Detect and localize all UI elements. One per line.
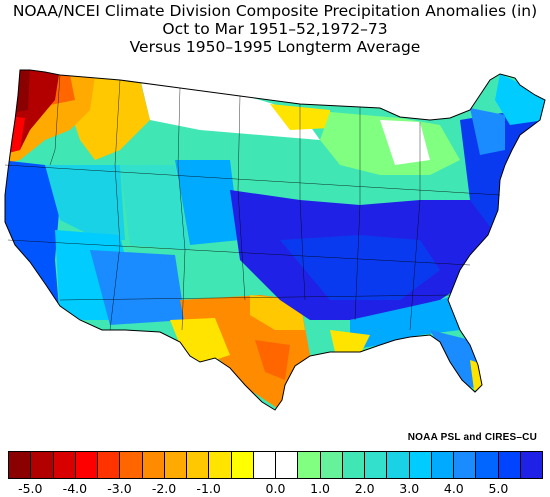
colorbar-tick-label: -5.0 — [18, 481, 43, 496]
colorbar-tick-label: 2.0 — [354, 481, 375, 496]
colorbar-swatch — [387, 452, 410, 478]
colorbar-swatch — [253, 452, 276, 478]
state-boundaries — [4, 74, 501, 331]
west-texas-region — [170, 318, 230, 365]
colorbar-swatch — [164, 452, 187, 478]
colorbar-swatch — [342, 452, 365, 478]
colorbar-swatch — [9, 452, 32, 478]
colorbar-tick-label: -4.0 — [62, 481, 88, 496]
rockies-region — [175, 160, 240, 245]
colorbar-tick-label: 5.0 — [488, 481, 509, 496]
colorbar-swatch — [31, 452, 54, 478]
map-title: NOAA/NCEI Climate Division Composite Pre… — [12, 2, 538, 20]
utah-colorado-region — [120, 165, 190, 250]
colorbar-tick-label: 3.0 — [399, 481, 420, 496]
colorbar-swatch — [454, 452, 477, 478]
colorbar-swatch — [476, 452, 499, 478]
colorbar-tick-label: 4.0 — [443, 481, 464, 496]
new-york-region — [470, 108, 505, 155]
us-anomaly-map — [4, 69, 546, 411]
northern-plains-region — [140, 78, 320, 140]
colorbar-swatch — [365, 452, 388, 478]
colorbar-swatch — [431, 452, 454, 478]
colorbar-swatch — [53, 452, 76, 478]
colorbar-swatch — [498, 452, 521, 478]
colorbar-swatch — [75, 452, 98, 478]
tennessee-valley-region — [280, 235, 440, 300]
map-period: Oct to Mar 1951–52,1972–73 — [162, 20, 388, 38]
colorbar-swatch — [276, 452, 299, 478]
colorbar-swatch — [520, 452, 542, 478]
colorbar — [8, 451, 543, 479]
colorbar-swatch — [209, 452, 232, 478]
map-baseline: Versus 1950–1995 Longterm Average — [129, 38, 421, 56]
new-england-region — [495, 74, 545, 125]
colorbar-tick-label: -3.0 — [107, 481, 132, 496]
colorbar-tick-label: -2.0 — [151, 481, 177, 496]
upper-michigan-region — [380, 120, 430, 165]
colorbar-swatch — [320, 452, 343, 478]
colorbar-swatch — [120, 452, 143, 478]
colorbar-swatch — [231, 452, 254, 478]
colorbar-swatch — [142, 452, 165, 478]
us-border — [4, 69, 546, 411]
south-texas-region — [255, 340, 290, 380]
arizona-region — [90, 250, 185, 325]
colorbar-swatch — [298, 452, 321, 478]
gulf-coast-region — [350, 290, 470, 350]
colorbar-tick-label: -1.0 — [196, 481, 221, 496]
colorbar-swatch — [98, 452, 121, 478]
colorbar-swatch — [409, 452, 432, 478]
colorbar-tick-label: 0.0 — [265, 481, 286, 496]
colorbar-tick-label: 1.0 — [310, 481, 331, 496]
data-credit: NOAA PSL and CIRES–CU — [407, 432, 537, 443]
great-basin-region — [45, 165, 125, 240]
colorbar-ticks: -5.0 -4.0 -3.0 -2.0 -1.0 0.0 1.0 2.0 3.0 4.0 5.0 — [0, 481, 550, 497]
louisiana-coast-region — [330, 330, 370, 355]
colorbar-swatch — [187, 452, 210, 478]
